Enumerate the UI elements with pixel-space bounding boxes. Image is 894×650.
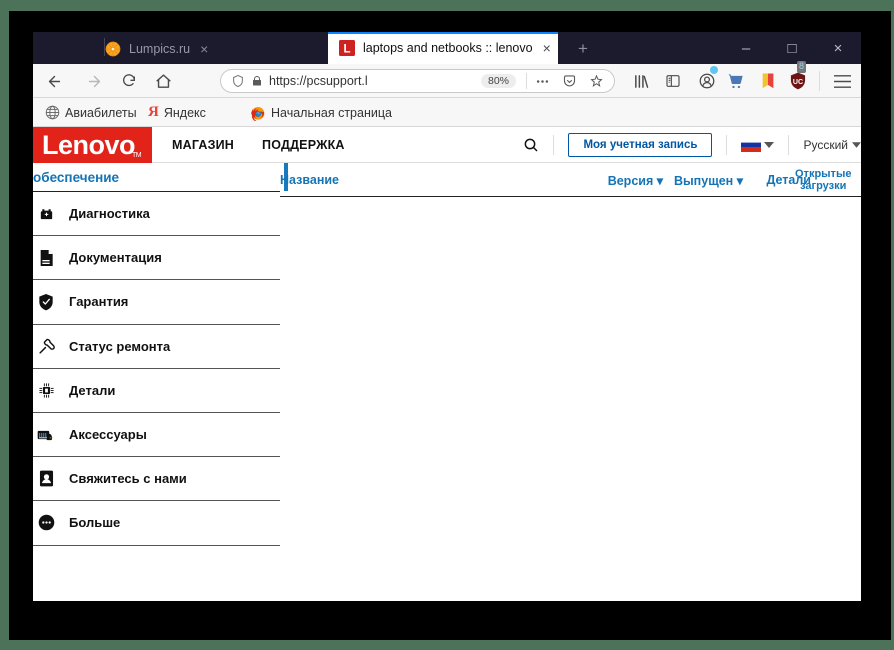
svg-text:UC: UC <box>793 78 803 86</box>
svg-text:L: L <box>343 43 350 55</box>
